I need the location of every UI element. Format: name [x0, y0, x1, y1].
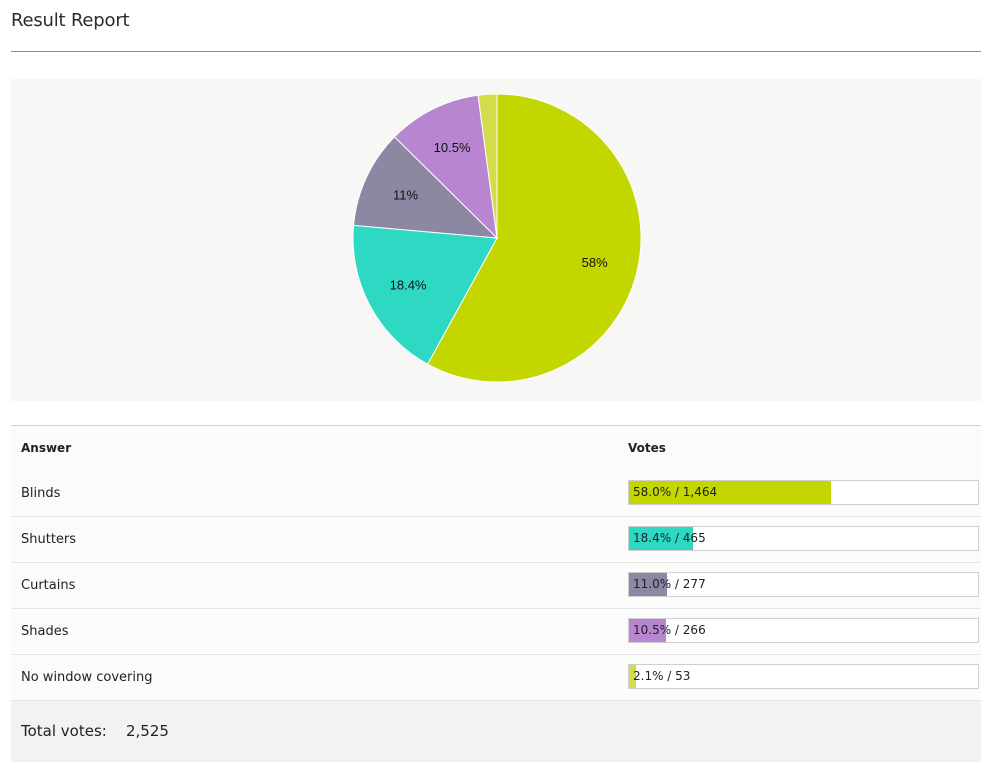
- answer-label: Shades: [21, 624, 69, 639]
- pie-slice-label: 11%: [393, 188, 418, 203]
- vote-count: 11.0% / 277: [633, 577, 706, 591]
- vote-bar-fill: [629, 665, 637, 688]
- title-divider: [11, 51, 981, 52]
- votes-column-header: Votes: [628, 441, 666, 455]
- vote-bar: 10.5% / 266: [628, 618, 979, 643]
- total-votes-value: 2,525: [126, 722, 169, 740]
- vote-bar-fill: [629, 527, 694, 550]
- pie-chart-svg: 58% 18.4% 11% 10.5%: [352, 93, 642, 383]
- pie-slice-label: 18.4%: [390, 277, 427, 292]
- table-row: No window covering 2.1% / 53: [11, 655, 981, 701]
- pie-slice: [477, 93, 498, 239]
- vote-bar: 18.4% / 465: [628, 526, 979, 551]
- pie-chart: 58% 18.4% 11% 10.5%: [11, 79, 981, 401]
- answer-column-header: Answer: [21, 441, 72, 455]
- pie-slice: [353, 136, 499, 239]
- table-row: Shutters 18.4% / 465: [11, 517, 981, 563]
- answer-label: Blinds: [21, 486, 61, 501]
- vote-count: 10.5% / 266: [633, 623, 706, 637]
- pie-slice-label: 58%: [582, 255, 608, 270]
- total-votes: Total votes: 2,525: [11, 701, 981, 762]
- table-header: Answer Votes: [11, 426, 981, 471]
- pie-slice: [393, 94, 498, 240]
- vote-bar: 11.0% / 277: [628, 572, 979, 597]
- pie-slice: [426, 93, 642, 383]
- answer-label: Curtains: [21, 578, 76, 593]
- answer-label: Shutters: [21, 532, 77, 547]
- vote-bar-fill: [629, 573, 668, 596]
- vote-count: 2.1% / 53: [633, 669, 691, 683]
- vote-bar: 2.1% / 53: [628, 664, 979, 689]
- pie-slice-label: 10.5%: [434, 140, 471, 155]
- table-row: Blinds 58.0% / 1,464: [11, 471, 981, 517]
- vote-bar-fill: [629, 619, 666, 642]
- table-row: Curtains 11.0% / 277: [11, 563, 981, 609]
- vote-bar: 58.0% / 1,464: [628, 480, 979, 505]
- results-table: Answer Votes Blinds 58.0% / 1,464 Shutte…: [11, 425, 981, 762]
- pie-slice: [352, 224, 498, 365]
- total-votes-label: Total votes:: [21, 722, 107, 740]
- vote-bar-fill: [629, 481, 832, 504]
- answer-label: No window covering: [21, 670, 153, 685]
- table-row: Shades 10.5% / 266: [11, 609, 981, 655]
- page-title: Result Report: [11, 10, 130, 31]
- vote-count: 18.4% / 465: [633, 531, 706, 545]
- vote-count: 58.0% / 1,464: [633, 485, 718, 499]
